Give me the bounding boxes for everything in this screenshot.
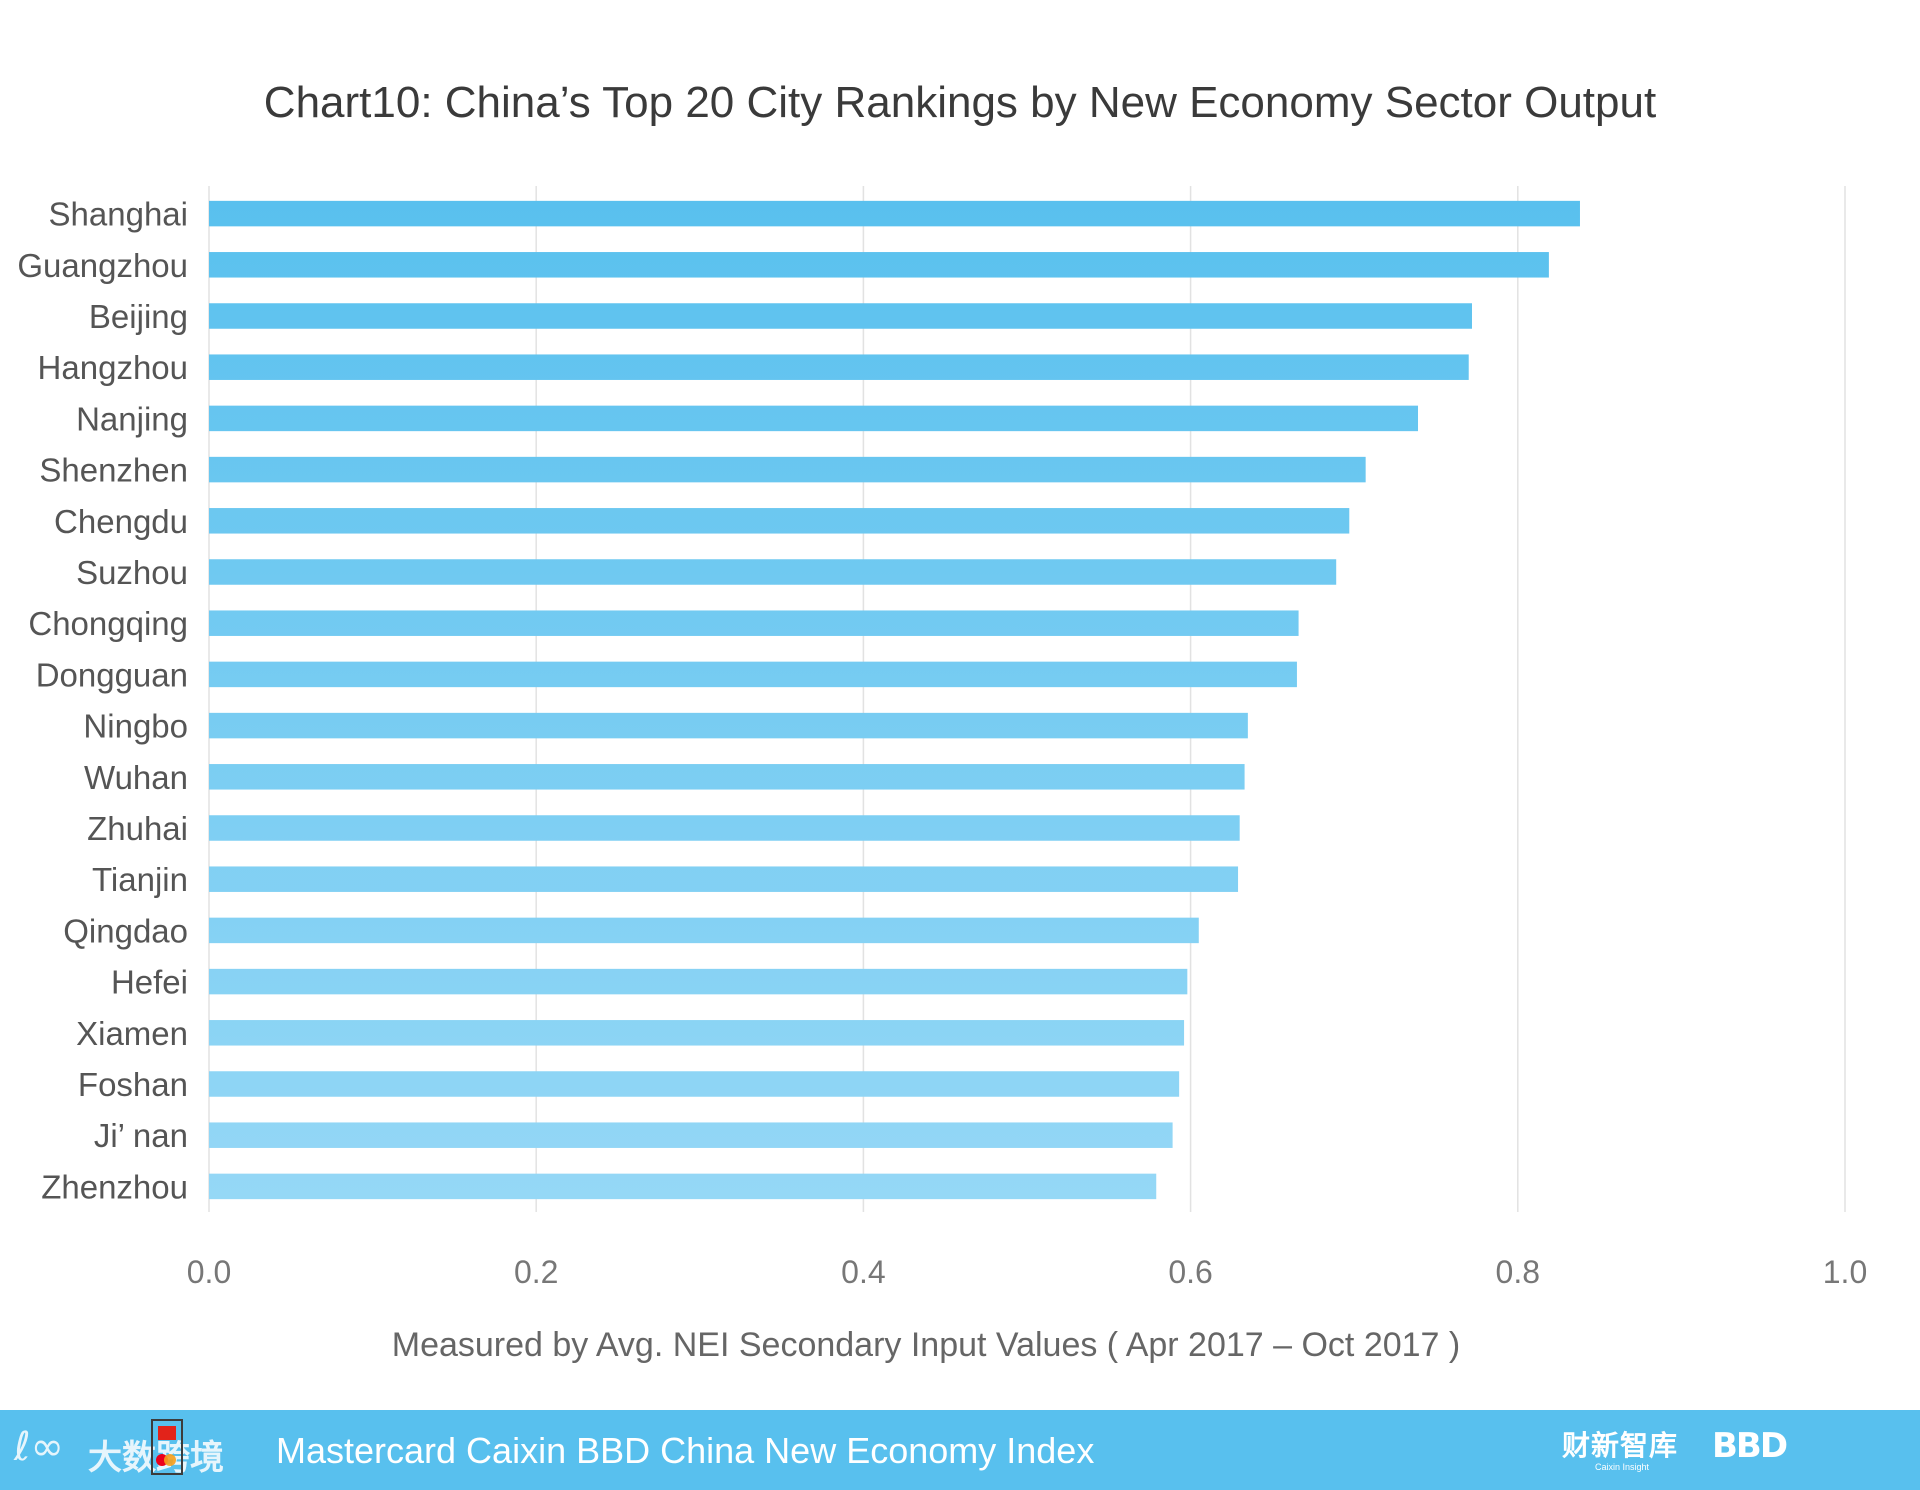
bar-ningbo	[209, 712, 1248, 739]
category-label: Xiamen	[76, 1015, 188, 1052]
bar-hefei	[209, 968, 1188, 995]
category-label: Tianjin	[92, 861, 188, 898]
bar-tianjin	[209, 866, 1239, 892]
category-label: Ji’ nan	[94, 1117, 188, 1154]
category-label: Shenzhen	[39, 452, 188, 489]
bbd-logo: BBD	[1712, 1426, 1788, 1466]
x-tick-label: 0.8	[1496, 1254, 1540, 1290]
bar-foshan	[209, 1071, 1180, 1097]
category-label: Nanjing	[76, 400, 188, 437]
bar-zhenzhou	[209, 1173, 1157, 1200]
bar-guangzhou	[209, 252, 1549, 278]
footer-title: Mastercard Caixin BBD China New Economy …	[276, 1430, 1095, 1471]
bar-shanghai	[209, 200, 1580, 227]
bar-qingdao	[209, 917, 1199, 944]
category-label: Hefei	[111, 964, 188, 1001]
bar-hangzhou	[209, 354, 1469, 380]
x-tick-label: 0.0	[187, 1254, 231, 1290]
category-label: Chengdu	[54, 503, 188, 540]
caixin-logo-subtext: Caixin Insight	[1594, 1462, 1650, 1472]
logo-swirl-icon: ℓ∞	[14, 1424, 64, 1470]
bar-ji-nan	[209, 1122, 1173, 1148]
category-label: Hangzhou	[38, 349, 188, 386]
category-label: Zhenzhou	[41, 1168, 188, 1205]
x-tick-label: 0.6	[1168, 1254, 1212, 1290]
caixin-insight-logo: 财新智库 Caixin Insight	[1562, 1424, 1682, 1474]
category-label: Shanghai	[49, 196, 188, 233]
chart-title: Chart10: China’s Top 20 City Rankings by…	[263, 78, 1657, 127]
category-label: Suzhou	[76, 554, 188, 591]
category-label: Beijing	[89, 298, 188, 335]
caixin-logo-text: 财新智库	[1562, 1429, 1679, 1462]
category-label: Zhuhai	[87, 810, 188, 847]
x-axis-label: Measured by Avg. NEI Secondary Input Val…	[391, 1326, 1461, 1364]
bar-wuhan	[209, 764, 1245, 790]
bar-nanjing	[209, 405, 1419, 432]
category-label: Qingdao	[63, 912, 188, 949]
category-label: Foshan	[78, 1066, 188, 1103]
x-tick-label: 1.0	[1823, 1254, 1867, 1290]
bar-suzhou	[209, 559, 1337, 585]
category-label: Dongguan	[36, 656, 188, 693]
bar-beijing	[209, 303, 1472, 329]
bar-chart: Shanghai Guangzhou Beijing Hangzhou Nanjing S…	[17, 186, 1867, 1290]
footer-bar: ℓ∞ 大数跨境 Mastercard Caixin BBD China New …	[0, 1410, 1920, 1490]
x-tick-label: 0.4	[841, 1254, 885, 1290]
bar-zhuhai	[209, 815, 1240, 841]
brand-logo-left: ℓ∞ 大数跨境	[14, 1419, 254, 1478]
grid-lines	[208, 186, 1846, 1212]
x-tick-labels: 0.0 0.2 0.4 0.6 0.8 1.0	[187, 1254, 1867, 1290]
bar-chengdu	[209, 508, 1350, 534]
x-tick-label: 0.2	[514, 1254, 558, 1290]
bar-shenzhen	[209, 456, 1366, 483]
bar-chongqing	[209, 610, 1299, 636]
logo-left-text: 大数跨境	[88, 1438, 224, 1478]
category-label: Chongqing	[28, 605, 188, 642]
bar-xiamen	[209, 1020, 1185, 1046]
category-labels: Shanghai Guangzhou Beijing Hangzhou Nanjing S…	[17, 196, 188, 1206]
bars	[209, 200, 1580, 1200]
category-label: Guangzhou	[17, 247, 188, 284]
category-label: Wuhan	[84, 759, 188, 796]
category-label: Ningbo	[83, 708, 188, 745]
card-stack-icon	[151, 1419, 183, 1475]
bar-dongguan	[209, 661, 1297, 688]
